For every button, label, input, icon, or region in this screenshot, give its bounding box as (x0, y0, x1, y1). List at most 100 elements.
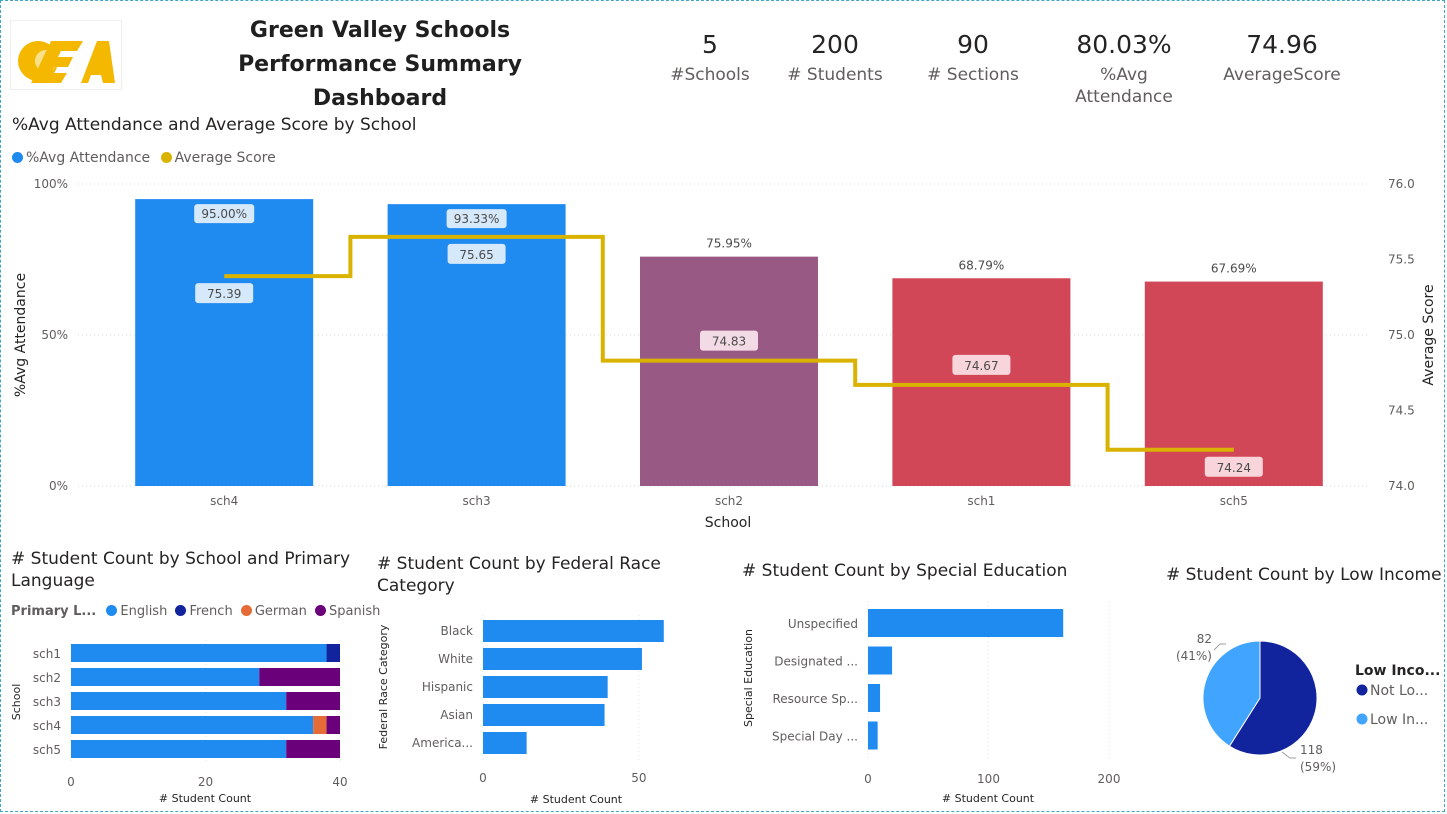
x-axis-title: # Student Count (942, 792, 1035, 805)
title-line: # Student Count by School and Primary (11, 549, 351, 569)
x-tick-label: sch2 (715, 494, 743, 508)
title-line-1: Green Valley Schools (249, 18, 511, 43)
legend-marker (315, 605, 327, 616)
x-tick-label: 50 (631, 771, 646, 785)
legend-label[interactable]: Spanish (329, 604, 381, 619)
legend-label: Not Lo... (1370, 683, 1428, 699)
y-tick-label: sch1 (33, 647, 61, 661)
score-label-bg (952, 354, 1011, 375)
title-line: Language (11, 571, 95, 591)
kpi-value: 200 (811, 30, 859, 59)
y2-tick-label: 74.5 (1388, 404, 1415, 418)
y2-tick-label: 76.0 (1388, 177, 1415, 191)
legend-marker (240, 605, 252, 616)
kpi-students: 200 # Students (760, 28, 910, 86)
legend-marker (12, 152, 23, 163)
y-tick-label: Resource Sp... (772, 692, 858, 706)
kpi-label: # Students (787, 65, 883, 85)
data-label-bg (194, 204, 255, 224)
dashboard-title: Green Valley Schools Performance Summary… (170, 14, 590, 116)
bar-sch2-english (71, 668, 260, 686)
y-tick-label: 50% (41, 328, 68, 342)
attendance-data-label: 67.69% (1211, 262, 1257, 276)
bar-sch2 (640, 256, 818, 486)
bar-sch5-english (71, 740, 287, 758)
legend-marker (106, 605, 118, 616)
bar-sch4 (135, 199, 314, 486)
score-data-label: 75.39 (207, 287, 241, 301)
y2-axis-title: Average Score (1421, 284, 1437, 385)
legend-marker (160, 152, 172, 163)
kpi-value: 5 (702, 30, 718, 59)
language-chart-legend: Primary L... English French German Spani… (11, 604, 380, 619)
x-tick-label: 0 (479, 771, 487, 785)
bar-sch1 (892, 278, 1071, 486)
slice-value-label: 82 (1197, 632, 1212, 646)
bar-black (483, 620, 664, 642)
x-axis-title: # Student Count (159, 792, 252, 805)
legend-label[interactable]: French (189, 604, 233, 619)
legend-label[interactable]: English (120, 604, 168, 619)
data-label-bg (446, 209, 507, 229)
score-data-label: 75.65 (459, 248, 493, 262)
y-tick-label: sch4 (33, 719, 61, 733)
title-line: Category (377, 576, 455, 596)
bar-sch4-english (71, 716, 314, 734)
sped-chart-title: # Student Count by Special Education (742, 561, 1068, 581)
bar-specialday (868, 721, 878, 750)
y-tick-label: Designated ... (774, 655, 858, 669)
kpi-label: # Sections (927, 65, 1019, 85)
race-chart-title: # Student Count by Federal Race Category (377, 553, 661, 597)
legend-marker (1356, 684, 1368, 696)
income-pie-chart: 82 (41%) 118 (59%) Low Inco... Not Lo... Low I… (1176, 632, 1440, 774)
y-tick-label: White (438, 652, 473, 666)
pie-slice-not-low-income (1228, 640, 1318, 756)
y-tick-label: Special Day ... (772, 730, 858, 744)
kpi-schools: 5 #Schools (635, 28, 785, 86)
score-data-label: 74.24 (1217, 461, 1251, 475)
x-axis-title: School (705, 515, 751, 531)
bar-designated (868, 646, 893, 675)
kpi-label: AverageScore (1223, 65, 1341, 85)
language-chart: 0 20 40 sch1 sch2 sch3 sch4 sch5 School # Student… (10, 640, 348, 805)
bar-sch1-english (71, 644, 327, 662)
score-label-bg (195, 283, 254, 304)
bar-sch3-english (71, 692, 287, 710)
logo (10, 20, 122, 90)
leader-line (1281, 751, 1296, 759)
y-axis-title: %Avg Attendance (13, 273, 29, 397)
legend-label[interactable]: German (254, 604, 307, 619)
bar-unspecified (868, 609, 1064, 637)
legend-label[interactable]: Average Score (174, 150, 276, 166)
score-label-bg (700, 330, 758, 351)
bar-sch5 (1144, 281, 1323, 486)
y2-tick-label: 75.5 (1388, 253, 1415, 267)
leader-line (1213, 643, 1226, 651)
y-tick-label: sch2 (33, 671, 61, 685)
kpi-sections: 90 # Sections (898, 28, 1048, 86)
main-chart-title: %Avg Attendance and Average Score by Sch… (12, 115, 417, 135)
bar-sch1-french (326, 644, 340, 662)
y2-tick-label: 74.0 (1388, 479, 1415, 493)
slice-value-label: 118 (1300, 743, 1323, 757)
y-axis-title: Special Education (742, 629, 755, 727)
legend-title: Primary L... (11, 604, 97, 619)
kpi-attendance: 80.03% %Avg Attendance (1049, 28, 1199, 108)
attendance-data-label: 95.00% (201, 207, 247, 221)
slice-pct-label: (59%) (1300, 760, 1336, 774)
x-tick-label: sch1 (967, 494, 995, 508)
y-tick-label: sch5 (33, 743, 61, 757)
x-tick-label: sch5 (1220, 494, 1248, 508)
y-tick-label: America... (412, 736, 473, 750)
y-tick-label: Hispanic (422, 680, 473, 694)
x-tick-label: 20 (198, 775, 213, 789)
x-tick-label: 40 (332, 775, 347, 789)
legend-label[interactable]: %Avg Attendance (26, 150, 151, 166)
kpi-value: 80.03% (1076, 30, 1172, 59)
bar-sch3-spanish (286, 692, 340, 710)
y-tick-label: 100% (34, 177, 68, 191)
bar-resourcesp (868, 684, 881, 712)
kpi-label: #Schools (670, 65, 750, 85)
legend-marker (1356, 713, 1368, 725)
